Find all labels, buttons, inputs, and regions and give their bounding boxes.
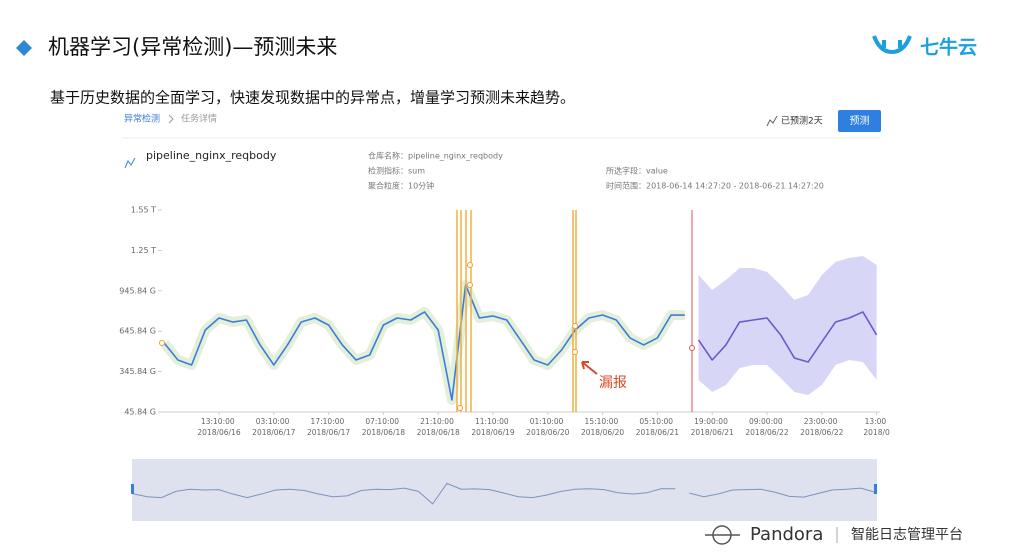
- y-tick-label: 645.84 G: [119, 327, 156, 336]
- chart-icon: [124, 157, 136, 169]
- logo-icon: [872, 35, 912, 55]
- y-tick-label: 945.84 G: [119, 286, 156, 295]
- minimap-line: [132, 482, 676, 505]
- x-tick-label: 23:00:00 2018/06/22: [800, 417, 843, 437]
- x-tick-label: 21:10:00 2018/06/18: [417, 417, 460, 437]
- x-tick-label: 07:10:00 2018/06/18: [362, 417, 405, 437]
- plot: 45.84 G 345.84 G 645.84 G 945.84 G 1.25 T 1.5…: [119, 206, 890, 438]
- bullet: [16, 40, 32, 56]
- status-icon: [766, 115, 778, 127]
- x-tick-label: 19:00:00 2018/06/21: [691, 417, 734, 437]
- footer-brand: Pandora: [750, 524, 823, 545]
- annotation: 漏报: [599, 375, 627, 391]
- minimap[interactable]: [132, 459, 877, 521]
- minimap-line: [689, 487, 876, 498]
- x-tick-label: 03:10:00 2018/06/17: [252, 417, 295, 437]
- x-tick-label: 01:10:00 2018/06/20: [526, 417, 569, 437]
- footer-product: 智能日志管理平台: [851, 527, 963, 543]
- minimap-handle[interactable]: [874, 484, 877, 494]
- breadcrumb-separator: [168, 114, 174, 124]
- x-tick-label: 15:10:00 2018/06/20: [581, 417, 624, 437]
- y-tick-label: 1.25 T: [131, 246, 156, 255]
- meta-item: 检测指标：sum: [368, 166, 425, 176]
- meta-item: 时间范围：2018-06-14 14:27:20 - 2018-06-21 14…: [606, 181, 824, 191]
- breadcrumb-current: 任务详情: [181, 113, 217, 125]
- minimap-plot: [132, 482, 876, 505]
- chart-name: pipeline_nginx_reqbody: [146, 149, 277, 162]
- meta-item: 聚合粒度：10分钟: [368, 181, 434, 191]
- slide-subtitle: 基于历史数据的全面学习，快速发现数据中的异常点，增量学习预测未来趋势。: [50, 89, 575, 107]
- x-tick-label: 13:10:00 2018/06/16: [197, 417, 240, 437]
- y-tick-label: 345.84 G: [119, 367, 156, 376]
- annotation-arrow: [581, 361, 598, 375]
- meta-item: 仓库名称：pipeline_nginx_reqbody: [368, 151, 503, 161]
- breadcrumb-link[interactable]: 异常检测: [124, 113, 160, 125]
- logo-text: 七牛云: [920, 36, 977, 59]
- series-line: [697, 311, 878, 363]
- series-line: [163, 284, 685, 401]
- anomaly-markers: [159, 210, 695, 412]
- status-text: 已预测2天: [781, 116, 823, 127]
- confidence-band: [698, 256, 877, 396]
- y-tick-label: 45.84 G: [124, 408, 156, 417]
- x-tick-label: 17:10:00 2018/06/17: [307, 417, 350, 437]
- predict-button-label[interactable]: 预测: [850, 114, 870, 127]
- x-tick-label: 13:00 2018/0: [863, 417, 890, 437]
- meta-item: 所选字段：value: [606, 166, 668, 176]
- predict-button[interactable]: [838, 110, 881, 132]
- x-tick-label: 11:10:00 2018/06/19: [471, 417, 514, 437]
- y-tick-label: 1.55 T: [131, 206, 156, 215]
- minimap-handle[interactable]: [131, 484, 134, 494]
- x-tick-label: 09:00:00 2018/06/22: [745, 417, 788, 437]
- slide-title: 机器学习(异常检测)—预测未来: [48, 35, 337, 59]
- footer-logo: [705, 525, 740, 545]
- x-tick-label: 05:10:00 2018/06/21: [636, 417, 679, 437]
